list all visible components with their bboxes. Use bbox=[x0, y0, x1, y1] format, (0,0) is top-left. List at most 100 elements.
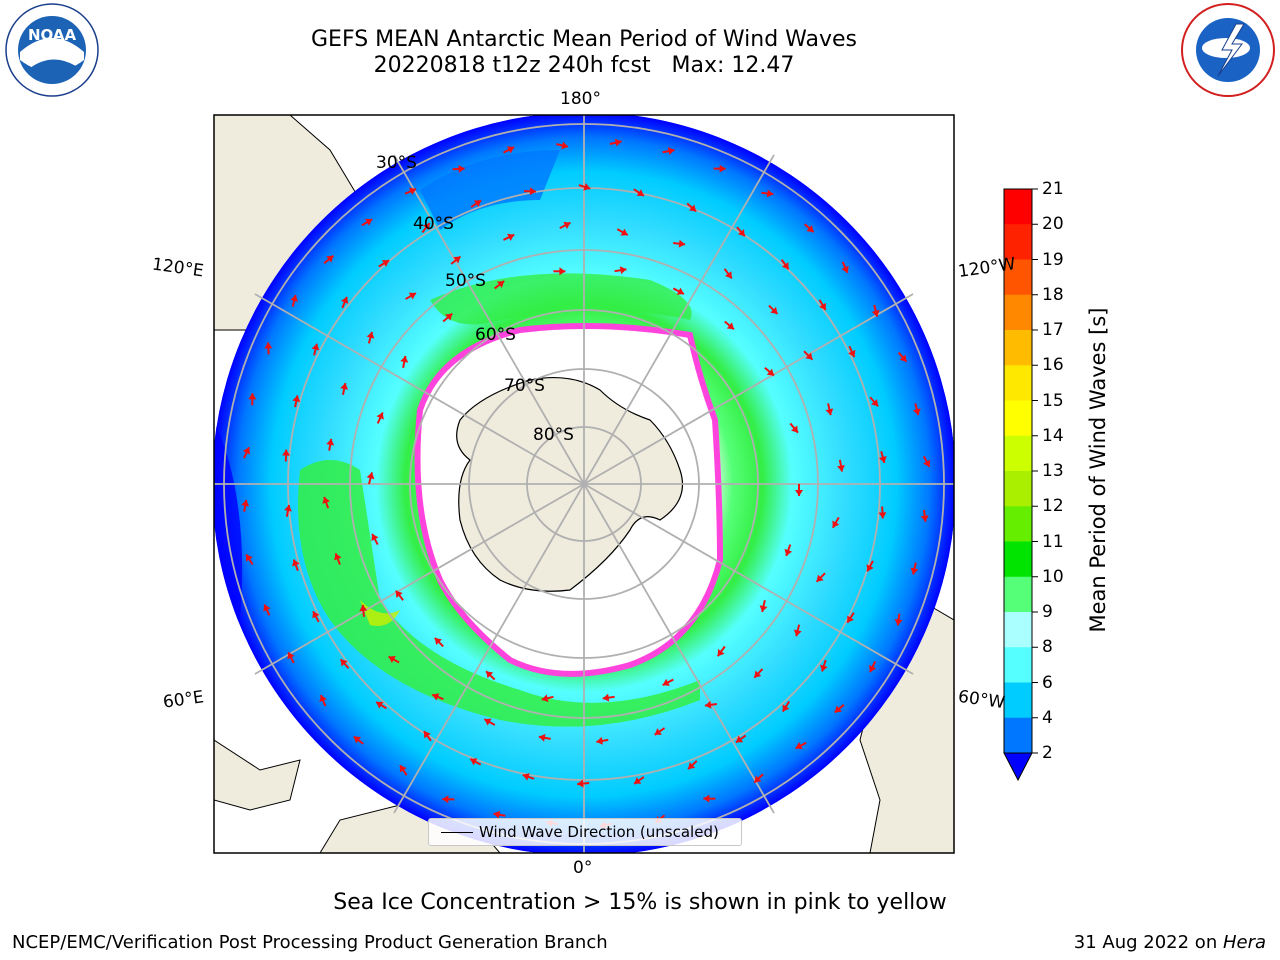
colorbar-segment bbox=[1004, 189, 1032, 225]
nws-logo-icon bbox=[1181, 3, 1275, 97]
wind-arrow-head bbox=[340, 659, 348, 667]
wind-arrow-head bbox=[408, 187, 417, 196]
map-subtitle: 20220818 t12z 240h fcst Max: 12.47 bbox=[373, 53, 795, 78]
wind-arrow-head bbox=[366, 331, 375, 339]
colorbar-tick-label: 11 bbox=[1042, 531, 1064, 552]
wind-arrow-head bbox=[871, 399, 879, 407]
wind-arrow-head bbox=[781, 262, 789, 270]
wind-arrow-head bbox=[290, 294, 299, 302]
lon-label-0: 0° bbox=[573, 858, 593, 878]
wind-arrow-head bbox=[292, 559, 300, 567]
wind-arrow-head bbox=[507, 233, 515, 241]
colorbar-tick-label: 20 bbox=[1042, 214, 1064, 235]
wind-arrow-head bbox=[726, 322, 734, 330]
colorbar-segment bbox=[1004, 647, 1032, 683]
wind-arrow-head bbox=[688, 204, 697, 212]
wind-arrow-head bbox=[506, 146, 515, 154]
wind-arrow-head bbox=[834, 705, 842, 713]
wind-arrow-head bbox=[636, 189, 644, 196]
wind-arrow-head bbox=[522, 773, 530, 781]
map-area bbox=[214, 115, 954, 853]
colorbar-tick-label: 21 bbox=[1042, 179, 1064, 199]
colorbar-tick-label: 17 bbox=[1042, 320, 1064, 340]
wind-arrow-head bbox=[496, 281, 505, 288]
wind-arrow-head bbox=[795, 489, 804, 496]
lat-label-40s: 40°S bbox=[413, 214, 454, 234]
wind-arrow-head bbox=[246, 554, 253, 562]
colorbar-tick-label: 9 bbox=[1042, 602, 1053, 622]
map-frame bbox=[213, 114, 955, 854]
wind-arrow-head bbox=[292, 395, 301, 403]
wind-arrow-head bbox=[770, 306, 778, 314]
wind-arrow-head bbox=[371, 533, 379, 542]
colorbar-segment bbox=[1004, 576, 1032, 613]
wind-arrow-head bbox=[334, 553, 342, 561]
wind-arrow-head bbox=[871, 309, 880, 317]
wind-arrow-head bbox=[737, 229, 745, 237]
wind-wave-direction-arrows bbox=[241, 138, 931, 830]
wind-arrow-head bbox=[458, 164, 465, 173]
map-title: GEFS MEAN Antarctic Mean Period of Wind … bbox=[311, 27, 857, 52]
wind-arrow-head bbox=[596, 736, 603, 745]
wind-arrow-head bbox=[634, 777, 642, 784]
wind-arrow-head bbox=[541, 694, 549, 703]
wind-arrow-head bbox=[847, 615, 854, 623]
noaa-logo-icon: NOAA bbox=[5, 3, 99, 97]
lat-label-30s: 30°S bbox=[376, 153, 417, 173]
svg-text:NOAA: NOAA bbox=[28, 26, 77, 44]
colorbar-segment bbox=[1004, 471, 1032, 507]
wind-arrow-head bbox=[326, 438, 335, 446]
wind-arrow-head bbox=[322, 496, 330, 504]
wind-arrow-head bbox=[667, 147, 675, 156]
wind-arrow-head bbox=[340, 296, 349, 304]
legend-label: Wind Wave Direction (unscaled) bbox=[479, 823, 719, 841]
colorbar-tick-label: 15 bbox=[1042, 390, 1064, 411]
wind-arrow-head bbox=[563, 221, 571, 229]
wind-arrow-head bbox=[312, 611, 320, 619]
wind-arrow-head bbox=[263, 604, 271, 612]
colorbar-tick-label: 6 bbox=[1042, 672, 1053, 693]
wind-arrow-head bbox=[399, 765, 407, 773]
wind-arrow-head bbox=[819, 302, 826, 311]
colorbar-tick-label: 18 bbox=[1042, 284, 1064, 305]
colorbar-segment bbox=[1004, 294, 1032, 331]
wind-arrow-head bbox=[376, 412, 384, 420]
wind-arrow-head bbox=[242, 447, 251, 455]
wind-arrow-head bbox=[366, 472, 375, 480]
footer-machine: Hera bbox=[1222, 932, 1266, 953]
wind-arrow-head bbox=[805, 352, 813, 360]
colorbar-segment bbox=[1004, 506, 1032, 542]
colorbar-segment bbox=[1004, 682, 1032, 719]
wind-arrow-head bbox=[920, 515, 929, 522]
wind-arrow-head bbox=[264, 342, 273, 349]
colorbar-tick-label: 8 bbox=[1042, 637, 1053, 658]
wind-arrow-head bbox=[754, 775, 762, 783]
wind-arrow-head bbox=[795, 742, 803, 750]
wind-arrow-head bbox=[784, 548, 793, 556]
map-legend: Wind Wave Direction (unscaled) bbox=[428, 818, 742, 846]
colorbar-tick-label: 2 bbox=[1042, 743, 1053, 763]
wind-arrow-head bbox=[899, 354, 907, 362]
colorbar-segment bbox=[1004, 224, 1032, 260]
wind-arrow-head bbox=[869, 665, 877, 673]
wind-arrow-head bbox=[493, 810, 501, 819]
wind-arrow-head bbox=[445, 313, 453, 321]
colorbar-tick-label: 12 bbox=[1042, 496, 1064, 517]
colorbar-tick-label: 14 bbox=[1042, 425, 1064, 446]
wind-arrow-head bbox=[432, 693, 440, 701]
footer-branch: NCEP/EMC/Verification Post Processing Pr… bbox=[12, 932, 608, 953]
wind-arrow-head bbox=[910, 567, 919, 575]
wind-arrow-head bbox=[529, 187, 537, 196]
wind-arrow-head bbox=[583, 183, 591, 191]
wind-arrow-head bbox=[577, 779, 584, 788]
wind-arrow-head bbox=[614, 138, 622, 147]
wind-arrow-head bbox=[791, 425, 798, 433]
wind-arrow-head bbox=[782, 704, 790, 712]
wind-arrow-head bbox=[319, 694, 327, 703]
colorbar-tick-label: 10 bbox=[1042, 566, 1064, 587]
wind-arrow-head bbox=[423, 731, 431, 739]
wind-arrow-head bbox=[620, 228, 628, 236]
wind-arrow-head bbox=[359, 604, 368, 612]
lat-label-60s: 60°S bbox=[475, 325, 516, 345]
wind-arrow-head bbox=[241, 499, 250, 507]
